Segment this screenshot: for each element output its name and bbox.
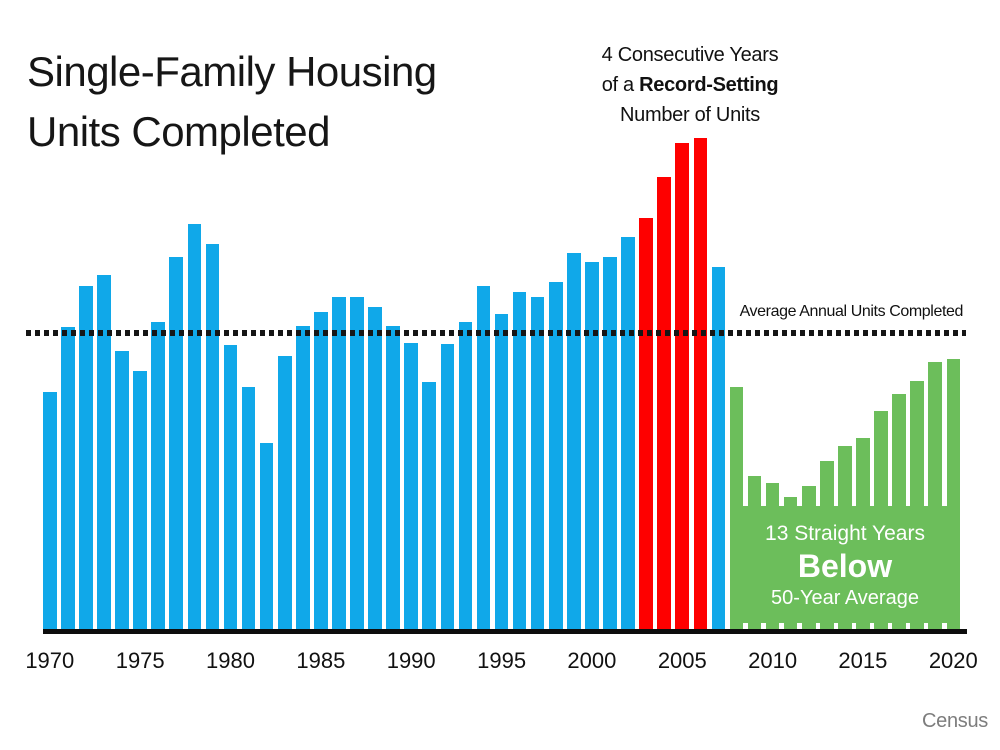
- x-tick-label-1975: 1975: [115, 648, 165, 673]
- chart-title: Single-Family Housing Units Completed: [27, 42, 437, 162]
- average-line-label: Average Annual Units Completed: [739, 303, 964, 320]
- bar-1988: [368, 307, 382, 629]
- x-tick-label-1985: 1985: [296, 648, 346, 673]
- overlay-line-2: Below: [797, 547, 893, 584]
- bar-1998: [548, 282, 563, 629]
- bar-1979: [205, 244, 220, 629]
- bar-1970: [43, 392, 57, 629]
- bar-2006: [693, 138, 708, 629]
- bar-1995: [494, 314, 509, 629]
- overlay-line-3: 50-Year Average: [771, 586, 919, 609]
- bar-1999: [567, 253, 581, 629]
- x-tick-label-1980: 1980: [206, 648, 255, 673]
- bar-1985: [314, 312, 328, 629]
- bar-2004: [657, 177, 671, 629]
- bar-1976: [151, 322, 165, 629]
- bar-1974: [115, 351, 129, 629]
- record-annotation-line-2-prefix: of a: [601, 74, 640, 96]
- bar-2001: [603, 257, 617, 629]
- below-average-overlay: 13 Straight Years Below 50-Year Average: [730, 506, 960, 623]
- chart-title-line-2: Units Completed: [27, 108, 330, 155]
- overlay-line-1: 13 Straight Years: [765, 521, 925, 545]
- bar-1989: [386, 326, 400, 629]
- record-annotation-line-1: 4 Consecutive Years: [601, 44, 779, 66]
- record-annotation-line-2: of a Record-Setting: [540, 70, 840, 100]
- bar-1992: [440, 344, 455, 629]
- bar-1984: [295, 326, 310, 629]
- bar-1977: [169, 257, 184, 629]
- bar-2002: [621, 237, 635, 629]
- bar-1991: [422, 382, 437, 629]
- source-label: Census: [921, 710, 988, 732]
- bar-1978: [187, 224, 202, 629]
- bar-2005: [675, 143, 690, 629]
- bar-2003: [639, 218, 653, 629]
- bar-1993: [458, 322, 473, 629]
- bar-1983: [277, 356, 292, 629]
- x-tick-label-2015: 2015: [838, 648, 888, 673]
- x-axis-line: [43, 629, 967, 634]
- bar-1981: [241, 387, 256, 629]
- record-annotation-line-3: Number of Units: [620, 104, 760, 126]
- bar-1972: [79, 286, 93, 629]
- chart-title-line-1: Single-Family Housing: [27, 48, 437, 95]
- x-tick-label-1990: 1990: [386, 648, 436, 673]
- x-tick-label-2020: 2020: [928, 648, 978, 673]
- average-dotted-line: [26, 330, 966, 336]
- record-annotation-line-2-bold: Record-Setting: [639, 74, 779, 96]
- bar-2000: [585, 262, 599, 629]
- bar-1994: [476, 286, 491, 629]
- x-tick-label-1970: 1970: [25, 648, 75, 673]
- bar-1973: [97, 275, 111, 629]
- bar-1982: [259, 443, 274, 629]
- bar-1980: [223, 345, 238, 629]
- bar-1996: [512, 292, 527, 629]
- record-setting-annotation: 4 Consecutive Years of a Record-Setting …: [540, 40, 840, 130]
- bar-2007: [711, 267, 726, 629]
- bar-1997: [530, 297, 545, 629]
- x-tick-label-1995: 1995: [477, 648, 527, 673]
- bars-layer: [43, 0, 968, 629]
- bar-1986: [332, 297, 346, 629]
- bar-1971: [61, 327, 75, 629]
- bar-1990: [404, 343, 418, 629]
- x-tick-label-2000: 2000: [567, 648, 617, 673]
- x-tick-label-2005: 2005: [657, 648, 707, 673]
- bar-1987: [350, 297, 364, 629]
- bar-1975: [133, 371, 147, 629]
- x-tick-label-2010: 2010: [748, 648, 798, 673]
